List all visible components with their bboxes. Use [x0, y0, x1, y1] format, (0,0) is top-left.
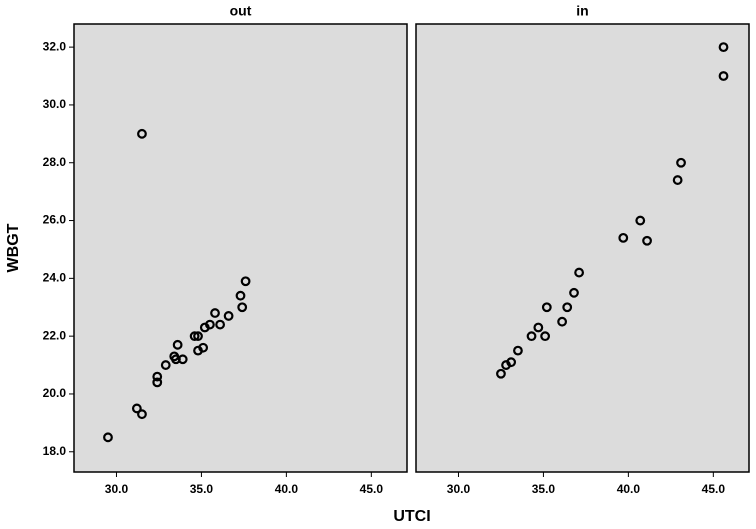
panel-background — [415, 23, 750, 473]
point — [193, 331, 203, 342]
point — [506, 357, 517, 368]
x-tick-label: 45.0 — [360, 482, 384, 496]
point — [574, 267, 585, 278]
y-tick-label: 30.0 — [43, 97, 67, 111]
x-tick-label: 30.0 — [105, 482, 129, 496]
point — [152, 371, 163, 382]
x-tick-label: 45.0 — [702, 482, 726, 496]
point — [540, 331, 551, 342]
x-tick-label: 40.0 — [275, 482, 299, 496]
y-tick-label: 18.0 — [43, 444, 67, 458]
point — [205, 319, 215, 330]
point — [672, 175, 683, 185]
point — [198, 342, 209, 353]
x-tick-label: 35.0 — [190, 482, 214, 496]
point — [718, 42, 729, 53]
point — [676, 157, 686, 168]
point — [235, 290, 246, 301]
y-tick-label: 20.0 — [43, 386, 67, 400]
point — [635, 215, 646, 226]
point — [569, 287, 579, 298]
point — [137, 409, 147, 420]
point — [237, 302, 248, 313]
y-tick-label: 26.0 — [43, 213, 67, 227]
x-axis-title: UTCI — [393, 508, 430, 525]
point — [137, 128, 147, 139]
y-tick-label: 24.0 — [43, 271, 67, 285]
y-tick-label: 32.0 — [43, 39, 67, 53]
point — [718, 71, 729, 81]
point — [496, 368, 506, 379]
point — [618, 232, 629, 243]
point — [513, 345, 523, 356]
point — [210, 308, 220, 318]
point — [223, 311, 234, 321]
y-tick-label: 22.0 — [43, 328, 67, 342]
point — [533, 322, 544, 333]
point — [160, 360, 171, 370]
x-tick-label: 30.0 — [447, 482, 471, 496]
panel-title: in — [576, 3, 588, 19]
point — [541, 302, 552, 313]
point — [172, 339, 183, 350]
panel-title: out — [230, 3, 252, 19]
y-axis-title: WBGT — [5, 223, 22, 272]
point — [177, 354, 188, 365]
panel-background — [73, 23, 408, 473]
point — [152, 377, 163, 388]
point — [131, 403, 142, 414]
x-tick-label: 40.0 — [617, 482, 641, 496]
x-tick-label: 35.0 — [532, 482, 556, 496]
point — [562, 302, 573, 313]
point — [189, 331, 200, 342]
y-tick-label: 28.0 — [43, 155, 67, 169]
point — [103, 432, 113, 443]
point — [240, 276, 251, 287]
point — [215, 319, 226, 330]
point — [557, 316, 568, 327]
point — [526, 331, 537, 342]
point — [642, 235, 652, 246]
